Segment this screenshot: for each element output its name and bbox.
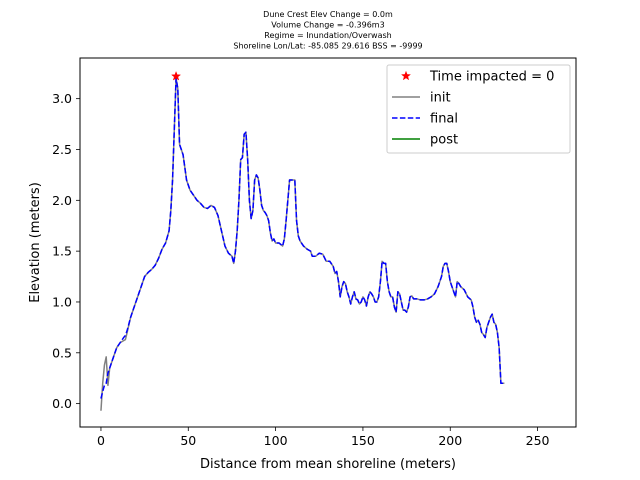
y-tick-label: 1.0 (52, 294, 72, 309)
legend: Time impacted = 0 init final post (386, 64, 571, 154)
y-tick-label: 2.5 (52, 142, 72, 157)
title-line: Volume Change = -0.396m3 (271, 21, 384, 30)
title-line: Shoreline Lon/Lat: -85.085 29.616 BSS = … (233, 42, 422, 51)
series-line-final (100, 77, 505, 399)
x-tick-label: 0 (97, 433, 105, 448)
x-tick-label: 50 (180, 433, 196, 448)
legend-item-marker: Time impacted = 0 (400, 70, 554, 85)
series-group (100, 77, 505, 411)
x-axis: 0 50 100 150 200 250 (97, 427, 550, 448)
legend-item-final: final (392, 112, 458, 127)
legend-label: Time impacted = 0 (429, 70, 554, 85)
y-axis-label: Elevation (meters) (28, 182, 43, 303)
chart-title: Dune Crest Elev Change = 0.0m Volume Chan… (233, 10, 422, 51)
y-tick-label: 2.0 (52, 193, 72, 208)
legend-item-post: post (392, 133, 458, 148)
legend-label: post (430, 133, 458, 148)
x-tick-label: 150 (351, 433, 375, 448)
x-tick-label: 200 (438, 433, 462, 448)
x-tick-label: 250 (526, 433, 550, 448)
title-line: Dune Crest Elev Change = 0.0m (263, 10, 393, 19)
title-line: Regime = Inundation/Overwash (264, 31, 391, 40)
y-tick-label: 1.5 (52, 244, 72, 259)
legend-marker-symbol (400, 70, 412, 81)
x-tick-label: 100 (264, 433, 288, 448)
legend-item-init: init (392, 91, 451, 106)
y-tick-label: 3.0 (52, 91, 72, 106)
x-axis-label: Distance from mean shoreline (meters) (200, 457, 456, 472)
y-tick-label: 0.0 (52, 396, 72, 411)
impact-marker (170, 70, 182, 81)
marker-group (170, 70, 182, 81)
y-tick-label: 0.5 (52, 345, 72, 360)
legend-label: init (430, 91, 451, 106)
y-axis: 0.0 0.5 1.0 1.5 2.0 2.5 3.0 (52, 91, 80, 411)
legend-label: final (430, 112, 458, 127)
plot-frame (79, 57, 577, 428)
legend-box (386, 64, 571, 154)
